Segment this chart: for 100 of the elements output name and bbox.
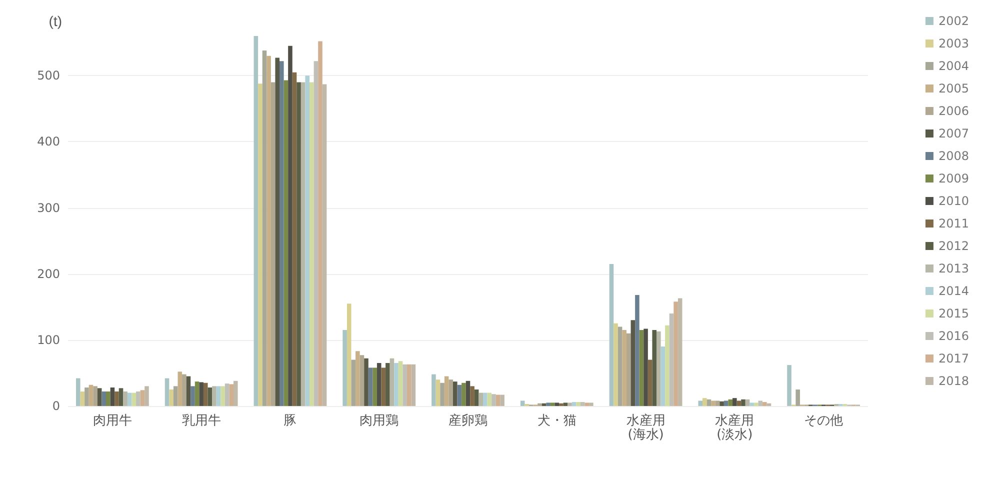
- bar: [466, 380, 470, 406]
- bar: [639, 330, 644, 406]
- bar: [656, 331, 661, 406]
- bar: [203, 382, 208, 406]
- bar: [262, 50, 267, 406]
- legend-label: 2006: [938, 104, 970, 118]
- bar: [80, 391, 85, 406]
- bar: [483, 392, 488, 406]
- bar: [568, 402, 572, 406]
- bar: [127, 392, 132, 406]
- bar: [229, 384, 234, 406]
- legend-label: 2018: [938, 374, 970, 388]
- bar: [254, 36, 258, 406]
- bar: [626, 333, 631, 406]
- bar: [233, 380, 238, 406]
- bar: [550, 402, 555, 406]
- bar: [84, 388, 89, 406]
- bar: [381, 368, 386, 406]
- legend-label: 2005: [938, 82, 970, 96]
- bar: [390, 358, 394, 406]
- bar: [300, 82, 306, 406]
- bar: [669, 314, 674, 406]
- bar: [478, 392, 484, 406]
- bar: [444, 376, 449, 406]
- legend-label: 2007: [938, 126, 970, 140]
- bar: [194, 382, 200, 406]
- bar: [609, 264, 614, 406]
- x-tick-label: 水産用 (海水): [626, 412, 666, 442]
- bar: [280, 61, 284, 406]
- bar: [258, 84, 262, 406]
- bar: [182, 374, 186, 406]
- bar: [364, 358, 368, 406]
- bar: [208, 388, 212, 406]
- bar: [652, 330, 656, 406]
- bar: [457, 384, 462, 406]
- bar: [462, 382, 466, 406]
- bar: [452, 382, 458, 406]
- bar: [492, 394, 496, 406]
- legend-label: 2002: [938, 14, 970, 28]
- bar: [402, 364, 407, 406]
- bar: [186, 376, 191, 406]
- bar: [398, 361, 403, 406]
- bar: [144, 386, 149, 406]
- bar: [754, 402, 758, 406]
- bar: [178, 372, 182, 406]
- bar: [724, 400, 728, 406]
- bar: [305, 76, 310, 406]
- bar: [720, 401, 724, 406]
- bar: [589, 402, 594, 406]
- bar: [136, 391, 140, 406]
- bar: [736, 400, 742, 406]
- bar: [376, 363, 382, 406]
- bar: [220, 386, 225, 406]
- bar: [296, 82, 301, 406]
- legend-label: 2014: [938, 284, 970, 298]
- bar: [584, 402, 590, 406]
- bar: [322, 84, 327, 406]
- bar: [432, 374, 436, 406]
- bar: [356, 351, 360, 406]
- legend-label: 2012: [938, 239, 970, 253]
- y-tick-label: 300: [37, 200, 60, 215]
- x-tick-label: その他: [804, 414, 844, 428]
- bar: [411, 364, 416, 406]
- bar: [173, 386, 178, 406]
- legend-label: 2015: [938, 306, 970, 320]
- bar: [76, 378, 80, 406]
- x-tick-label: 犬・猫: [537, 414, 576, 428]
- bar: [310, 82, 314, 406]
- bar: [88, 384, 94, 406]
- bar: [216, 386, 221, 406]
- bar: [702, 398, 707, 406]
- x-tick-label: 水産用 (淡水): [715, 412, 754, 442]
- legend-label: 2004: [938, 59, 970, 73]
- bar: [372, 368, 377, 406]
- bar: [164, 378, 170, 406]
- bar: [360, 355, 364, 406]
- bar: [630, 320, 636, 406]
- bar: [93, 386, 98, 406]
- bar: [292, 72, 297, 406]
- x-tick-label: 豚: [284, 414, 297, 428]
- bar: [580, 402, 585, 406]
- bar: [698, 400, 703, 406]
- bar: [474, 389, 479, 406]
- bar: [386, 363, 390, 406]
- bar: [140, 390, 145, 406]
- bar: [576, 402, 580, 406]
- legend-label: 2003: [938, 36, 970, 50]
- bar: [394, 363, 398, 406]
- bar: [199, 382, 204, 406]
- bar: [622, 330, 626, 406]
- bar: [500, 394, 504, 406]
- y-tick-label: 200: [37, 266, 60, 281]
- bar: [728, 399, 733, 406]
- bar: [706, 399, 712, 406]
- bar: [470, 386, 474, 406]
- bar: [762, 402, 767, 406]
- bar: [118, 388, 124, 406]
- bar: [750, 402, 754, 406]
- y-axis-title: (t): [48, 13, 62, 29]
- x-tick-label: 肉用鶏: [360, 414, 399, 428]
